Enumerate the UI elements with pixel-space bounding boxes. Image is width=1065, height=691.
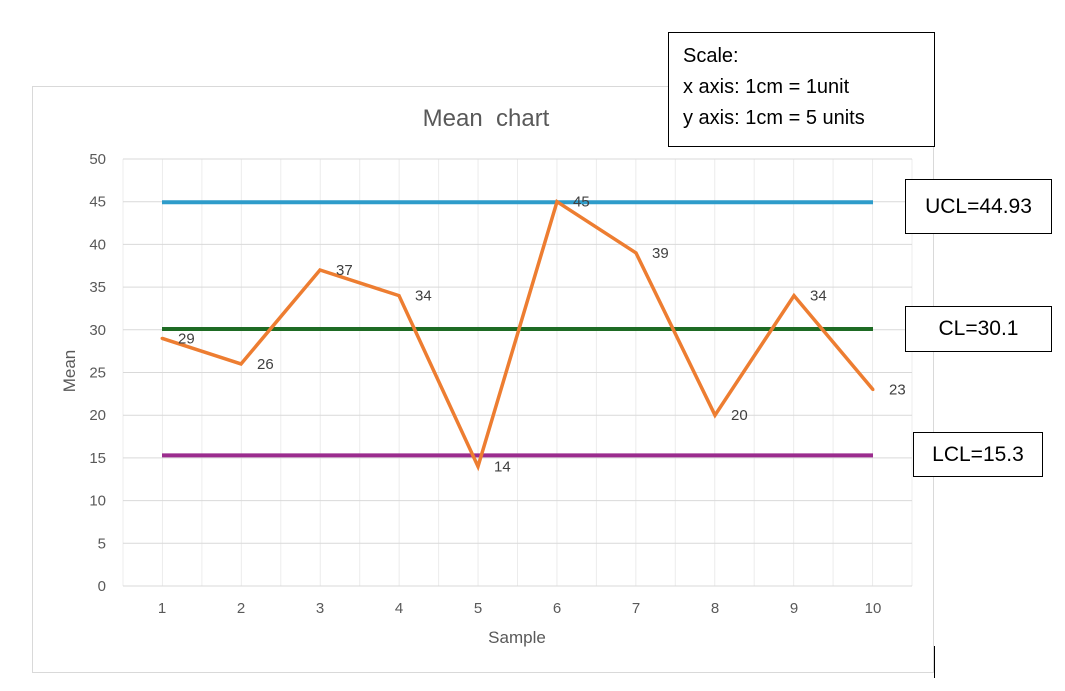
series-mean — [160, 198, 875, 472]
y-tick-label: 5 — [98, 535, 106, 552]
y-tick-label: 15 — [89, 450, 106, 467]
x-tick-label: 1 — [158, 600, 166, 617]
scale-note: Scale: x axis: 1cm = 1unit y axis: 1cm =… — [668, 32, 935, 147]
data-point — [239, 362, 243, 366]
cl-label: CL=30.1 — [938, 317, 1019, 340]
y-tick-label: 10 — [89, 493, 106, 510]
data-point — [634, 251, 638, 255]
data-label: 23 — [889, 382, 906, 399]
data-label: 34 — [415, 288, 432, 305]
data-labels: 29 26 37 34 14 45 39 20 34 23 — [178, 194, 906, 476]
scale-note-heading: Scale: — [683, 45, 739, 67]
x-axis-title: Sample — [488, 628, 546, 647]
cl-callout: CL=30.1 — [905, 306, 1052, 352]
y-tick-label: 40 — [89, 236, 106, 253]
data-point — [318, 268, 322, 272]
frame-edge-mark — [934, 646, 935, 678]
x-tick-label: 6 — [553, 600, 561, 617]
data-point — [555, 200, 559, 204]
gridlines — [122, 158, 913, 587]
y-tick-label: 50 — [89, 151, 106, 168]
chart-title: Mean chart — [423, 105, 550, 132]
ucl-callout: UCL=44.93 — [905, 179, 1052, 234]
data-label: 14 — [494, 458, 511, 475]
scale-note-y-axis: y axis: 1cm = 5 units — [683, 107, 865, 129]
data-label: 34 — [810, 288, 827, 305]
y-tick-label: 30 — [89, 322, 106, 339]
data-label: 26 — [257, 356, 274, 373]
x-tick-label: 5 — [474, 600, 482, 617]
data-label: 45 — [573, 194, 590, 211]
series-line — [161, 198, 875, 472]
data-point — [160, 336, 164, 340]
data-point — [871, 388, 875, 392]
data-point — [476, 464, 480, 468]
y-tick-label: 25 — [89, 365, 106, 382]
data-label: 39 — [652, 245, 669, 262]
data-point — [713, 413, 717, 417]
y-tick-label: 0 — [98, 578, 106, 595]
x-tick-label: 3 — [316, 600, 324, 617]
ucl-label: UCL=44.93 — [925, 194, 1032, 218]
chart-area — [32, 86, 934, 673]
y-tick-label: 45 — [89, 194, 106, 211]
x-tick-label: 8 — [711, 600, 719, 617]
data-label: 29 — [178, 330, 195, 347]
scale-note-x-axis: x axis: 1cm = 1unit — [683, 76, 850, 98]
data-point — [397, 294, 401, 298]
x-tick-label: 4 — [395, 600, 403, 617]
x-tick-label: 7 — [632, 600, 640, 617]
data-label: 37 — [336, 262, 353, 279]
x-tick-label: 2 — [237, 600, 245, 617]
y-tick-label: 20 — [89, 407, 106, 424]
y-tick-label: 35 — [89, 279, 106, 296]
lcl-label: LCL=15.3 — [932, 442, 1024, 466]
y-axis-title: Mean — [60, 350, 79, 393]
data-point — [792, 294, 796, 298]
x-tick-label: 10 — [865, 600, 882, 617]
lcl-callout: LCL=15.3 — [913, 432, 1043, 477]
x-tick-label: 9 — [790, 600, 798, 617]
data-label: 20 — [731, 407, 748, 424]
